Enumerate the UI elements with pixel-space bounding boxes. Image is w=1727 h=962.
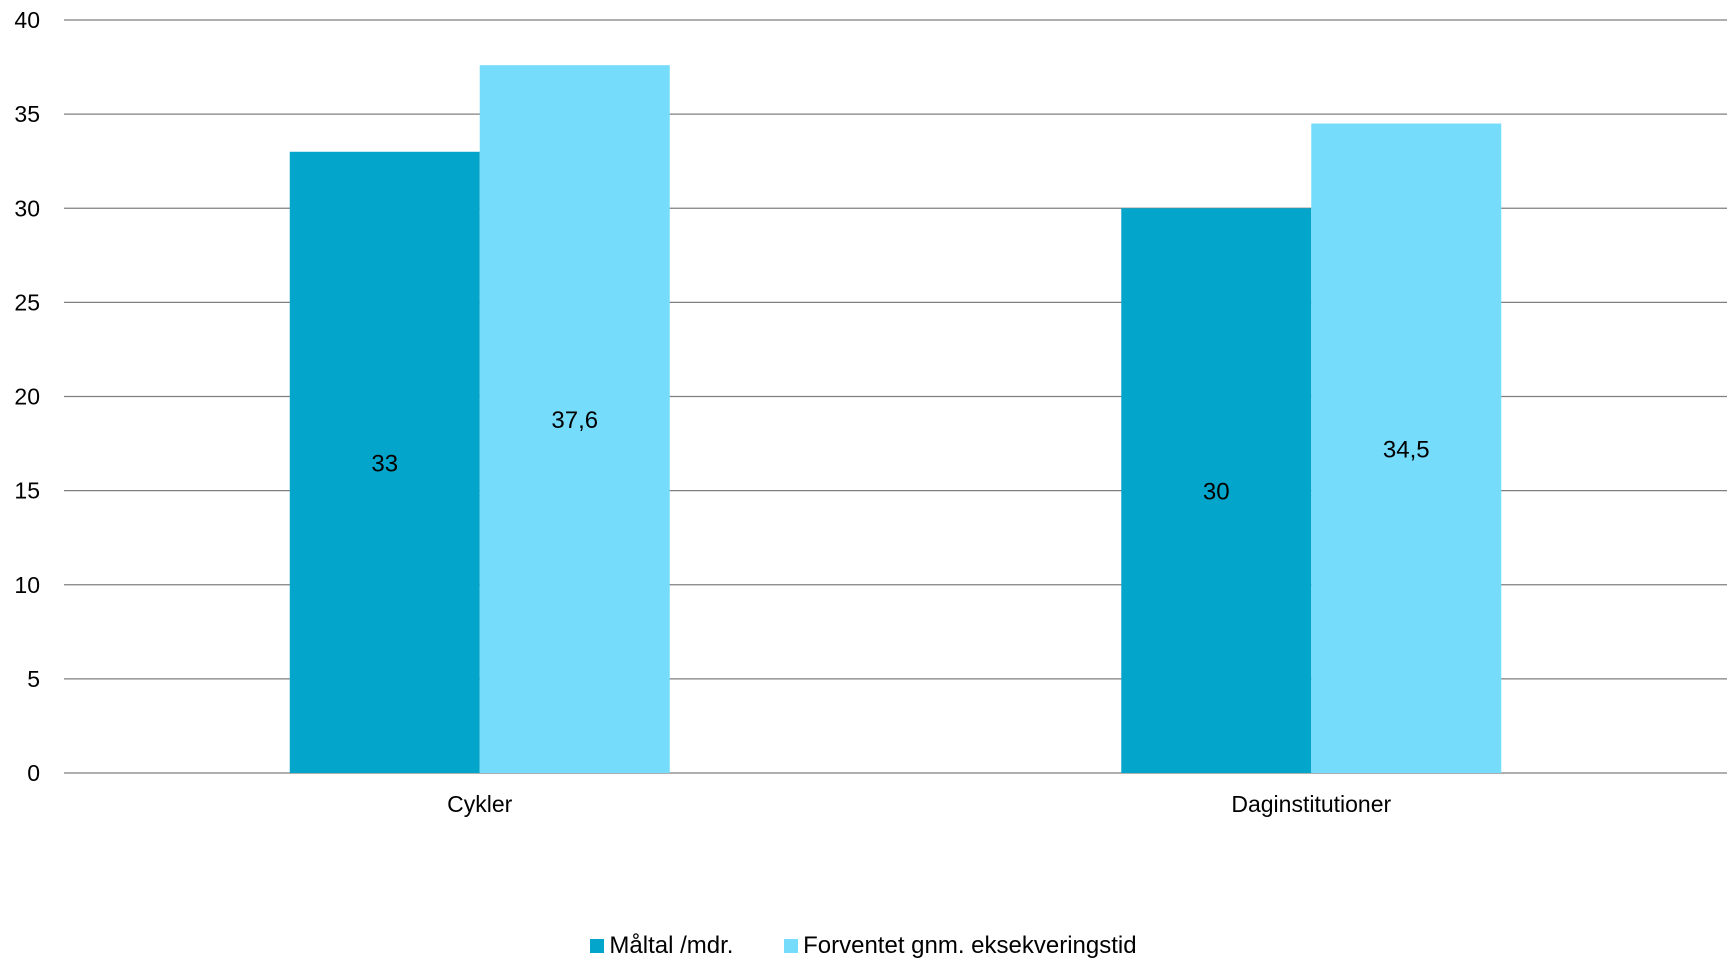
- legend-item-series-1: Måltal /mdr.: [590, 932, 733, 960]
- x-axis: Cykler Daginstitutioner: [447, 791, 1391, 817]
- legend: Måltal /mdr. Forventet gnm. eksekverings…: [0, 932, 1727, 960]
- data-labels: 33 37,6 30 34,5: [371, 407, 1429, 506]
- data-label: 34,5: [1383, 436, 1430, 463]
- data-label: 33: [371, 450, 398, 477]
- y-tick-label: 35: [14, 101, 40, 127]
- legend-label-series-2: Forventet gnm. eksekveringstid: [803, 932, 1137, 959]
- bar-1-daginstitutioner: [1121, 208, 1312, 773]
- legend-label-series-1: Måltal /mdr.: [609, 932, 734, 959]
- bar-2-daginstitutioner: [1311, 123, 1502, 774]
- y-tick-label: 5: [27, 666, 40, 692]
- bar-2-cykler: [479, 65, 670, 774]
- y-tick-label: 10: [14, 572, 40, 598]
- x-category-label: Cykler: [447, 791, 513, 817]
- legend-swatch-series-2: [784, 939, 799, 953]
- bars: [289, 65, 1502, 774]
- bar-1-cykler: [289, 151, 480, 773]
- y-axis: 0 5 10 15 20 25 30 35 40: [14, 7, 40, 786]
- y-tick-label: 25: [14, 289, 40, 315]
- data-label: 37,6: [551, 407, 598, 434]
- data-label: 30: [1203, 479, 1230, 506]
- y-tick-label: 0: [27, 760, 40, 786]
- y-tick-label: 20: [14, 384, 40, 410]
- y-tick-label: 40: [14, 7, 40, 33]
- y-tick-label: 15: [14, 478, 40, 504]
- y-tick-label: 30: [14, 195, 40, 221]
- bar-chart: 0 5 10 15 20 25 30 35 40 33 37,6 30 34,5 Cykler Dagi…: [14, 7, 1727, 817]
- x-category-label: Daginstitutioner: [1231, 791, 1391, 817]
- legend-item-series-2: Forventet gnm. eksekveringstid: [784, 932, 1137, 960]
- legend-swatch-series-1: [590, 939, 605, 953]
